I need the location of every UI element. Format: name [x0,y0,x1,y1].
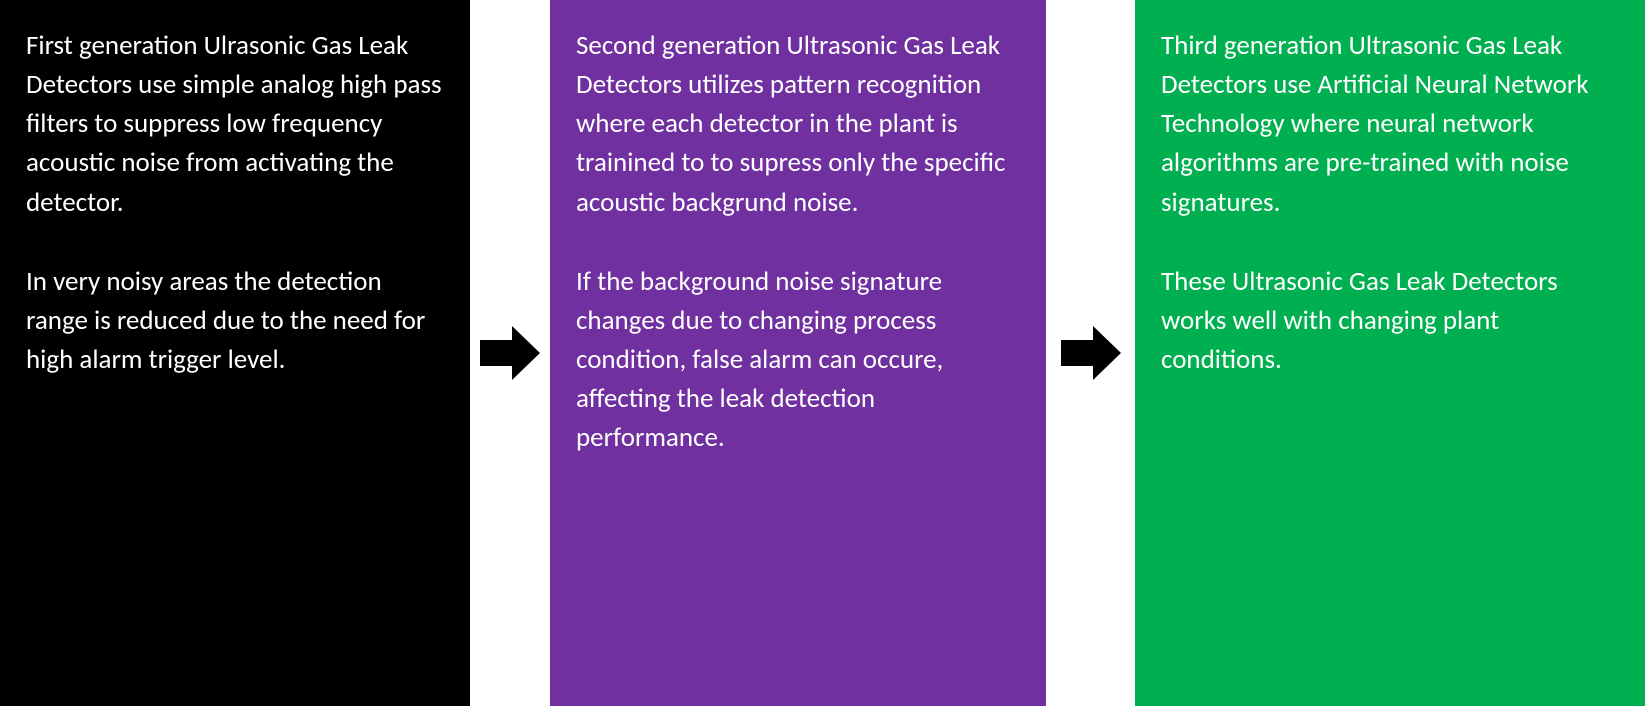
panel-paragraph-1: First generation Ulrasonic Gas Leak Dete… [26,26,444,222]
arrow-first-to-second [470,0,550,706]
panel-second-generation: Second generation Ultrasonic Gas Leak De… [550,0,1046,706]
panel-first-generation: First generation Ulrasonic Gas Leak Dete… [0,0,470,706]
panel-paragraph-2: In very noisy areas the detection range … [26,262,444,379]
arrow-right-icon [1061,326,1121,380]
panel-third-generation: Third generation Ultrasonic Gas Leak Det… [1135,0,1645,706]
panel-paragraph-1: Third generation Ultrasonic Gas Leak Det… [1161,26,1619,222]
arrow-right-icon [480,326,540,380]
panel-paragraph-1: Second generation Ultrasonic Gas Leak De… [576,26,1020,222]
panel-paragraph-2: If the background noise signature change… [576,262,1020,458]
arrow-second-to-third [1046,0,1135,706]
panel-paragraph-2: These Ultrasonic Gas Leak Detectors work… [1161,262,1619,379]
